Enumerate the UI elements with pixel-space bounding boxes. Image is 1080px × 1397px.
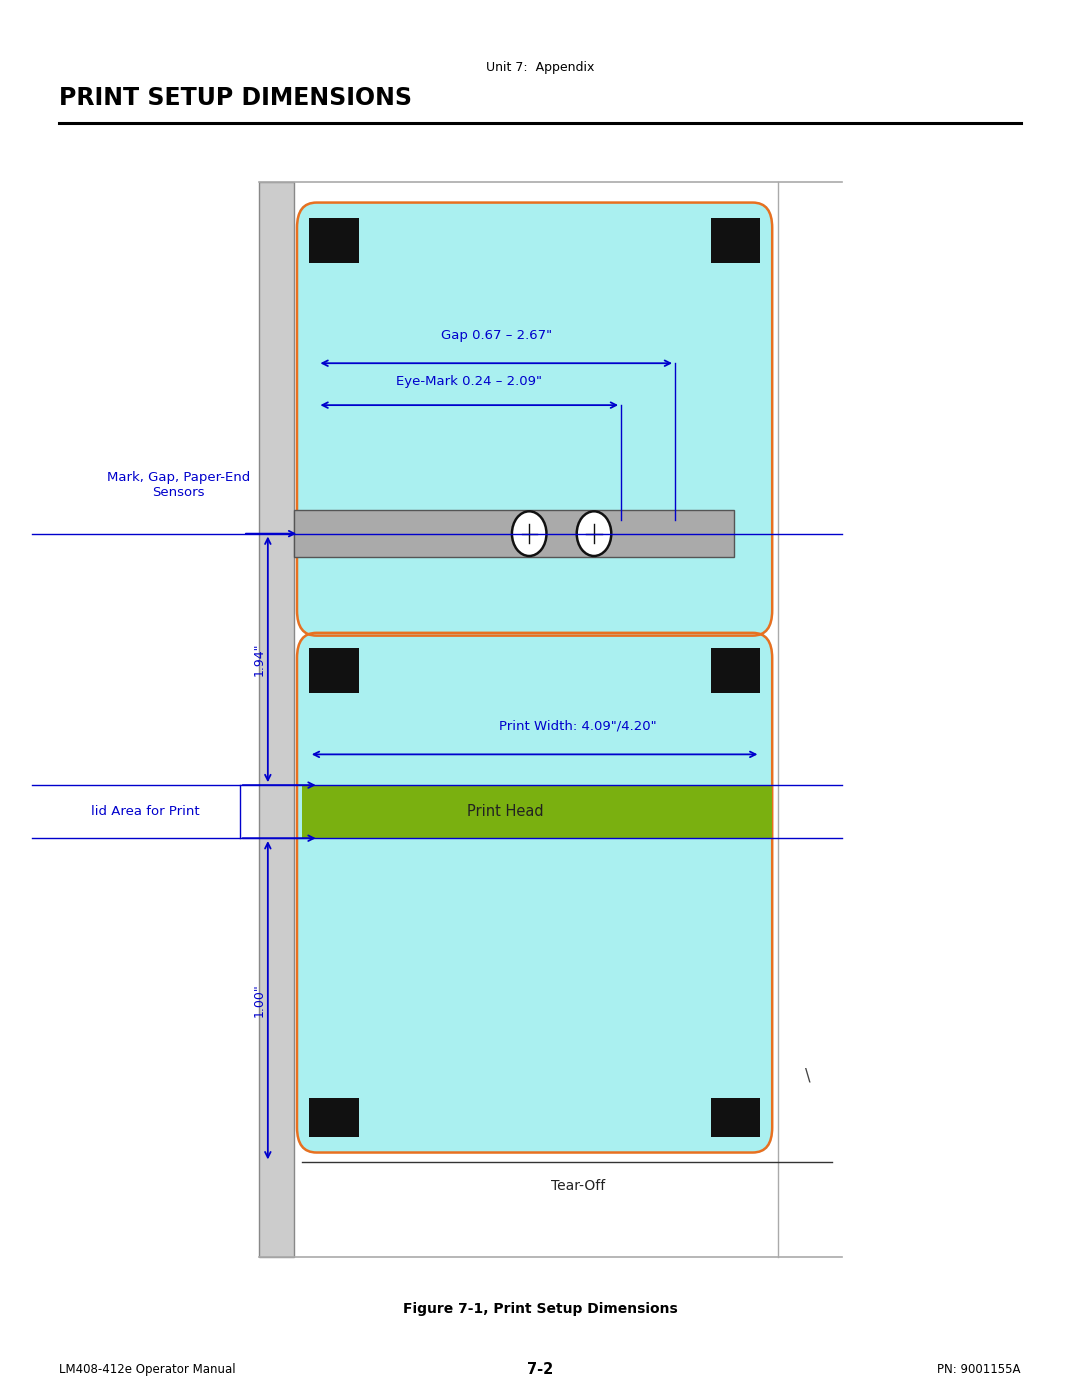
- Bar: [309, 218, 359, 263]
- Bar: [711, 648, 760, 693]
- Text: PRINT SETUP DIMENSIONS: PRINT SETUP DIMENSIONS: [59, 87, 413, 110]
- Text: 1.94": 1.94": [253, 643, 266, 676]
- Text: \: \: [805, 1067, 810, 1084]
- Bar: [302, 785, 772, 838]
- Text: Tear-Off: Tear-Off: [551, 1179, 605, 1193]
- Text: Gap 0.67 – 2.67": Gap 0.67 – 2.67": [441, 330, 552, 342]
- Text: LM408-412e Operator Manual: LM408-412e Operator Manual: [59, 1362, 237, 1376]
- Text: Unit 7:  Appendix: Unit 7: Appendix: [486, 60, 594, 74]
- Text: Mark, Gap, Paper-End
Sensors: Mark, Gap, Paper-End Sensors: [107, 471, 249, 499]
- Text: PN: 9001155A: PN: 9001155A: [937, 1362, 1021, 1376]
- Text: Eye-Mark 0.24 – 2.09": Eye-Mark 0.24 – 2.09": [396, 376, 542, 388]
- Text: 1.00": 1.00": [253, 983, 266, 1017]
- Bar: [309, 1098, 359, 1137]
- FancyBboxPatch shape: [297, 203, 772, 636]
- Text: 7-2: 7-2: [527, 1362, 553, 1376]
- Bar: [711, 1098, 760, 1137]
- Circle shape: [577, 511, 611, 556]
- Circle shape: [512, 511, 546, 556]
- Bar: [259, 182, 294, 1257]
- Text: lid Area for Print: lid Area for Print: [91, 805, 200, 819]
- FancyBboxPatch shape: [297, 633, 772, 1153]
- Text: Print Head: Print Head: [467, 805, 543, 819]
- Bar: [294, 510, 734, 557]
- Bar: [711, 218, 760, 263]
- Bar: [309, 648, 359, 693]
- Text: Figure 7-1, Print Setup Dimensions: Figure 7-1, Print Setup Dimensions: [403, 1302, 677, 1316]
- Text: Print Width: 4.09"/4.20": Print Width: 4.09"/4.20": [499, 719, 657, 732]
